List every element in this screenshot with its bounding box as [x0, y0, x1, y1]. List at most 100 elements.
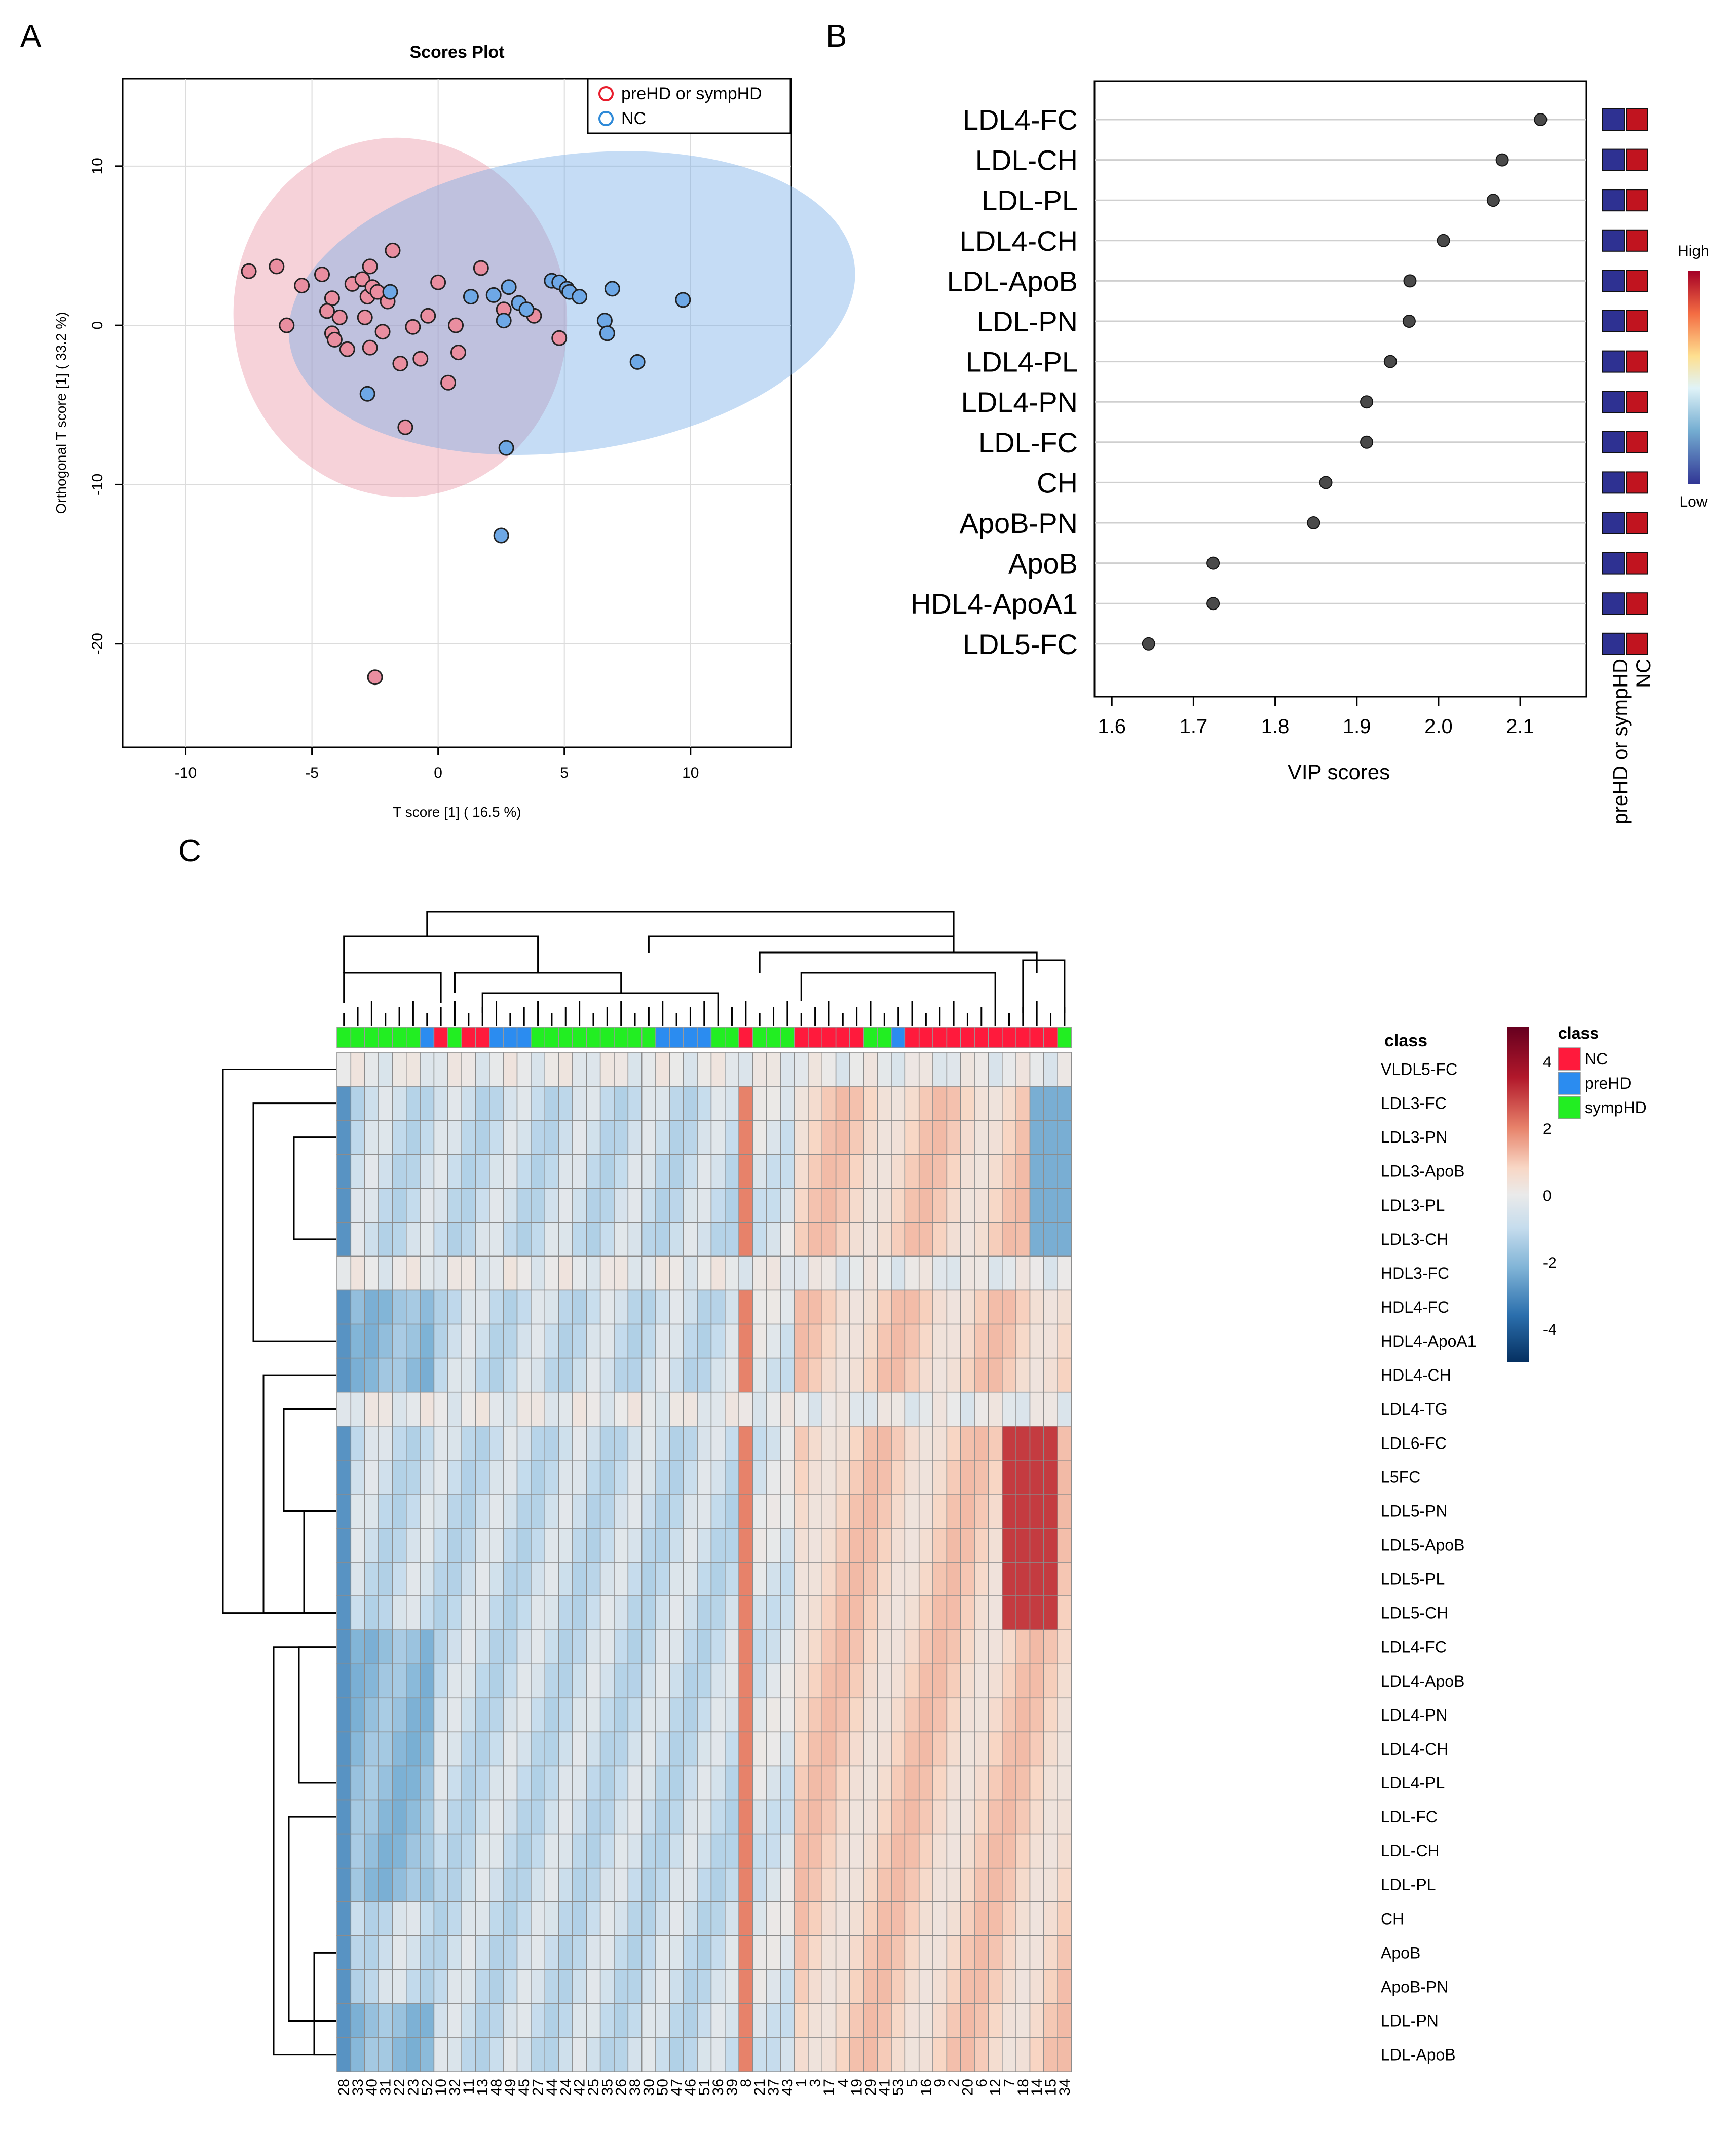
heatmap-cell [461, 1697, 476, 1733]
heatmap-cell [918, 1663, 933, 1699]
heatmap-cell [572, 1595, 587, 1630]
heatmap-cell [1002, 1731, 1016, 1767]
heatmap-cell [544, 1222, 559, 1257]
heatmap-cell [489, 1663, 504, 1699]
heatmap-cell [780, 2003, 795, 2038]
heatmap-cell [655, 2037, 670, 2072]
heatmap-cell [835, 1833, 850, 1869]
heatmap-cell [336, 1426, 352, 1461]
heatmap-cell [599, 1086, 615, 1121]
heatmap-cell [863, 1255, 878, 1291]
heatmap-cell [461, 1494, 476, 1529]
scores-plot-title: Scores Plot [409, 43, 504, 62]
heatmap-cell [1002, 1765, 1016, 1801]
heatmap-cell [1057, 1391, 1072, 1427]
heatmap-cell [683, 1460, 698, 1495]
heatmap-cell [710, 1255, 726, 1291]
heatmap-cell [697, 1901, 712, 1936]
heatmap-cell [863, 1120, 878, 1155]
heatmap-cell [572, 1494, 587, 1529]
heatmap-cell [516, 1426, 532, 1461]
heatmap-cell [877, 1901, 892, 1936]
heatmap-cell [877, 1697, 892, 1733]
class-bar-cell [392, 1027, 407, 1048]
heatmap-cell [1029, 1357, 1044, 1393]
data-point-prehd [392, 356, 408, 372]
heatmap-cell [392, 1799, 407, 1835]
heatmap-cell [752, 1528, 767, 1563]
heatmap-cell [586, 1289, 601, 1325]
heatmap-cell [891, 1255, 906, 1291]
heatmap-cell [586, 1391, 601, 1427]
heatmap-cell [655, 1663, 670, 1699]
heatmap-cell [1002, 1663, 1016, 1699]
heatmap-cell [531, 1867, 546, 1902]
heatmap-cell [558, 1765, 573, 1801]
heatmap-cell [516, 1154, 532, 1189]
heatmap-cell [544, 1255, 559, 1291]
heatmap-cell [364, 1969, 379, 2004]
heatmap-cell [336, 1052, 352, 1087]
heatmap-cell [558, 1357, 573, 1393]
heatmap-cell [531, 1120, 546, 1155]
heatmap-cell [516, 1901, 532, 1936]
heatmap-cell [877, 1629, 892, 1665]
vip-dot [1495, 153, 1509, 167]
vip-group-cell-prehd [1602, 592, 1625, 615]
heatmap-cell [669, 1663, 684, 1699]
heatmap-cell [808, 1697, 823, 1733]
heatmap-cell [433, 1528, 448, 1563]
heatmap-cell [516, 1188, 532, 1223]
heatmap-cell [627, 1799, 643, 1835]
vip-dot [1486, 194, 1500, 207]
heatmap-cell [669, 1426, 684, 1461]
heatmap-cell [489, 1357, 504, 1393]
heatmap-cell [683, 1663, 698, 1699]
heatmap-cell [697, 1731, 712, 1767]
heatmap-cell [780, 1222, 795, 1257]
heatmap-cell [406, 1935, 421, 1970]
heatmap-cell [946, 1154, 961, 1189]
heatmap-cell [710, 1460, 726, 1495]
heatmap-cell [738, 1697, 753, 1733]
heatmap-cell [1057, 1562, 1072, 1596]
heatmap-cell [503, 1391, 518, 1427]
heatmap-cell [752, 1120, 767, 1155]
heatmap-cell [406, 1391, 421, 1427]
legend-marker-prehd [598, 86, 614, 101]
heatmap-cell [627, 1188, 643, 1223]
heatmap-cell [877, 1460, 892, 1495]
heatmap-cell [780, 1833, 795, 1869]
heatmap-cell [655, 1460, 670, 1495]
heatmap-column-label: 51 [696, 2079, 713, 2096]
heatmap-cell [336, 1154, 352, 1189]
heatmap-cell [364, 1222, 379, 1257]
heatmap-cell [766, 1562, 781, 1596]
heatmap-cell [835, 1697, 850, 1733]
heatmap-cell [960, 1255, 975, 1291]
heatmap-cell [752, 1833, 767, 1869]
heatmap-cell [655, 1799, 670, 1835]
heatmap-cell [364, 1255, 379, 1291]
heatmap-cell [1029, 1426, 1044, 1461]
scores-y-tick-label: 10 [89, 158, 106, 174]
heatmap-cell [794, 1052, 809, 1087]
heatmap-cell [974, 1426, 989, 1461]
heatmap-cell [974, 1562, 989, 1596]
heatmap-cell [960, 1494, 975, 1529]
heatmap-cell [544, 1697, 559, 1733]
heatmap-cell [960, 1289, 975, 1325]
heatmap-cell [433, 1901, 448, 1936]
heatmap-cell [544, 1765, 559, 1801]
data-point-nc [675, 292, 691, 308]
heatmap-cell [877, 1052, 892, 1087]
heatmap-cell [863, 1629, 878, 1665]
vip-group-cell-prehd [1602, 632, 1625, 655]
heatmap-cell [447, 1799, 462, 1835]
heatmap-cell [766, 1188, 781, 1223]
heatmap-cell [974, 1935, 989, 1970]
heatmap-cell [669, 1731, 684, 1767]
heatmap-cell [974, 1765, 989, 1801]
heatmap-column-label: 14 [1029, 2079, 1045, 2096]
heatmap-cell [710, 1833, 726, 1869]
